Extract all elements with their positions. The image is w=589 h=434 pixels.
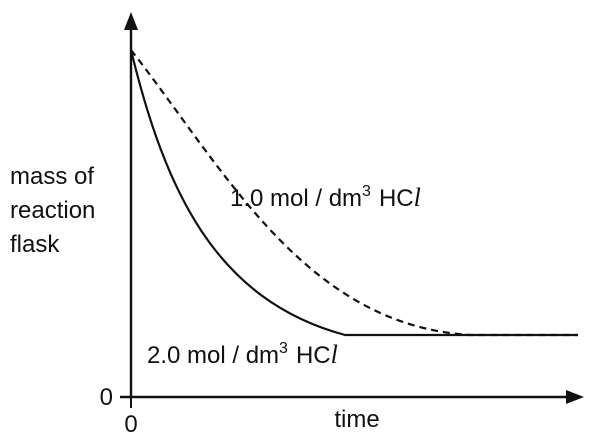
series-label-2-0M: 2.0 mol / dm3 HCl [147, 340, 338, 369]
series-label-1-0M-el: l [414, 183, 421, 212]
y-axis-label-line-2: reaction [10, 197, 95, 224]
y-axis-label-line-1: mass of [10, 163, 94, 190]
x-axis-label: time [334, 406, 379, 433]
series-label-1-0M-acid: HC [379, 185, 414, 212]
series-label-2-0M-el: l [331, 340, 338, 369]
series-label-2-0M-acid: HC [296, 342, 331, 369]
series-label-1-0M-sup: 3 [362, 183, 371, 200]
y-axis-label-line-3: flask [10, 231, 60, 258]
series-label-1-0M-main: 1.0 mol / dm [230, 185, 362, 212]
y-axis-arrow-icon [124, 12, 138, 30]
series-line-1-0M [130, 49, 578, 337]
plot-area [129, 49, 578, 337]
series-label-2-0M-main: 2.0 mol / dm [147, 342, 279, 369]
series-label-2-0M-sup: 3 [279, 340, 288, 357]
x-axis-arrow-icon [566, 390, 584, 404]
series-label-1-0M: 1.0 mol / dm3 HCl [230, 183, 421, 212]
y-tick-label: 0 [100, 384, 113, 411]
series-line-2-0M [129, 49, 578, 337]
x-tick-label: 0 [124, 411, 137, 434]
